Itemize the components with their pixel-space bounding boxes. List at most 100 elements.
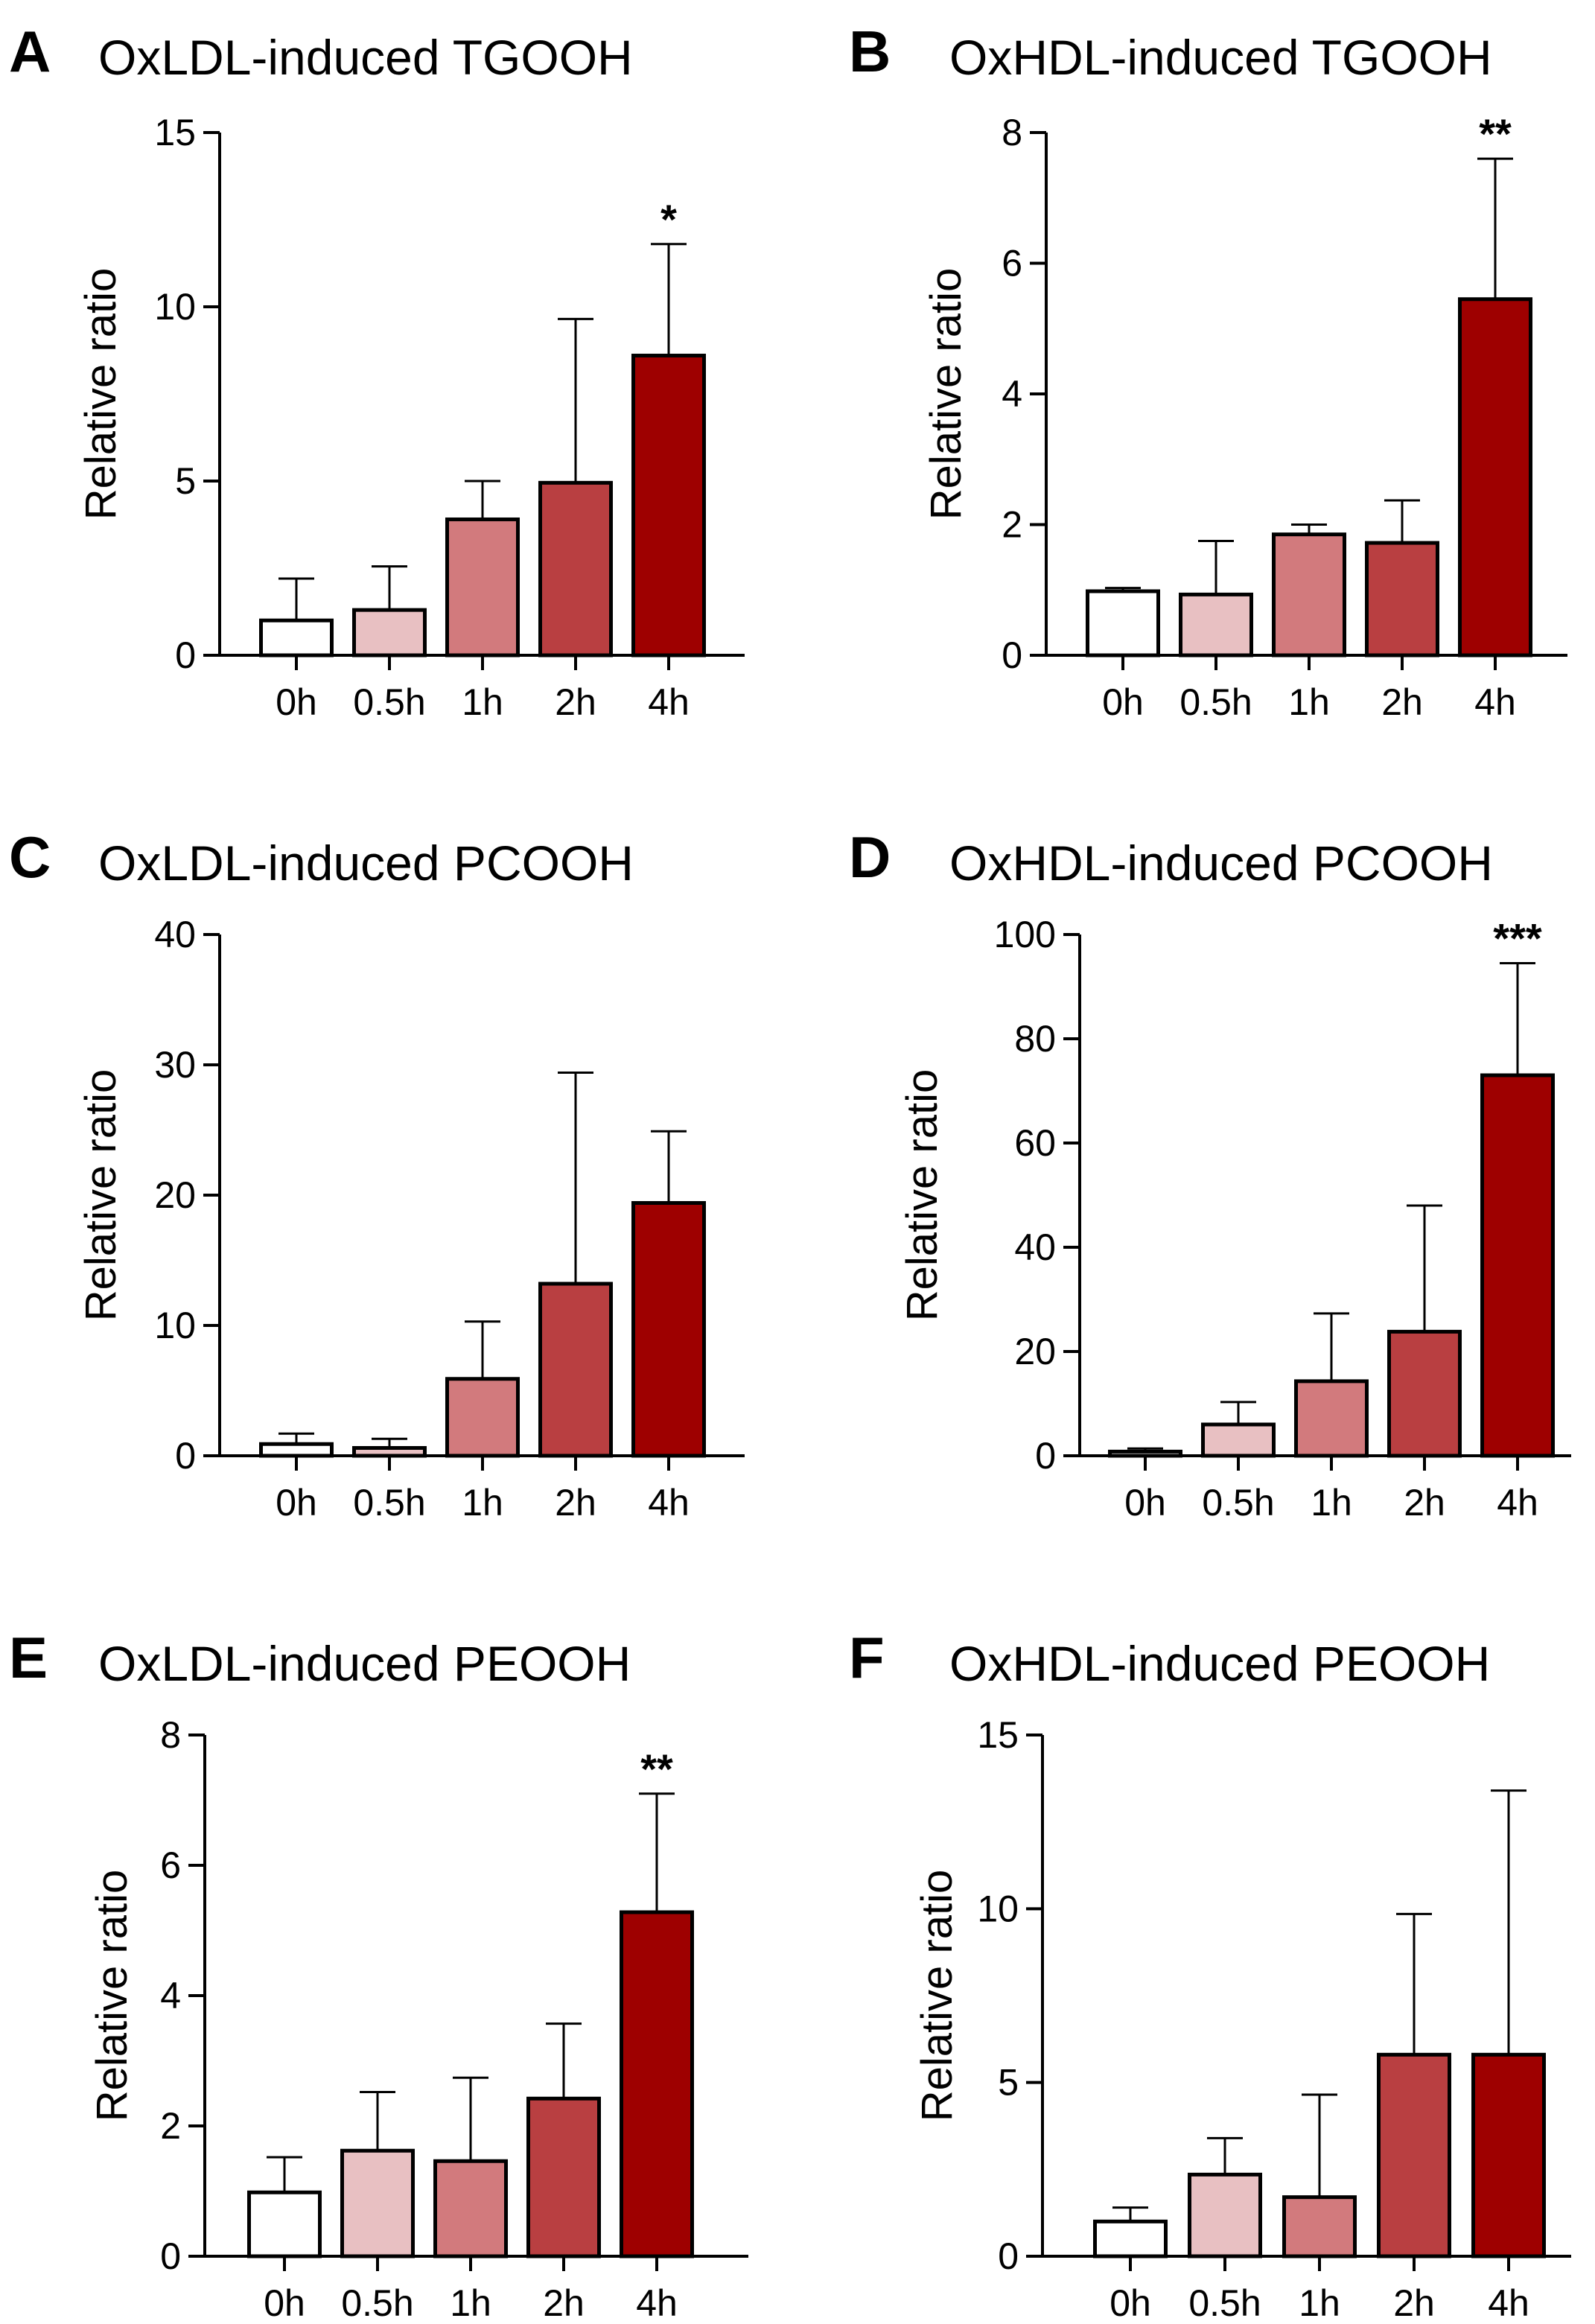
y-tick-label: 10 [154,1305,196,1346]
bar-4h [631,1201,706,1458]
panel-title: OxHDL-induced PEOOH [949,1636,1490,1691]
bar-0.5h [352,608,427,658]
y-tick-label: 0 [998,2235,1019,2277]
panel-letter: C [9,824,51,890]
y-tick-label: 15 [154,112,196,153]
y-tick-label: 0 [1035,1435,1056,1477]
bar-2h [538,1282,613,1458]
panel-title: OxLDL-induced PEOOH [98,1636,631,1691]
bar-0.5h [1179,592,1253,658]
x-tick-label: 1h [1288,681,1330,723]
y-tick-label: 40 [1014,1226,1056,1268]
bar-0.5h [352,1446,427,1458]
x-tick-label: 4h [648,1482,690,1524]
x-tick-label: 4h [648,681,690,723]
panel-letter: D [849,824,891,890]
y-tick-label: 5 [998,2062,1019,2104]
x-tick-label: 0h [264,2282,305,2324]
x-tick-label: 2h [543,2282,585,2324]
y-tick-label: 0 [1002,634,1022,676]
x-tick-label: 4h [1497,1482,1538,1524]
x-tick-label: 0.5h [1202,1482,1274,1524]
x-tick-label: 1h [450,2282,491,2324]
y-tick-label: 100 [994,914,1056,955]
x-tick-label: 0h [276,681,317,723]
significance-marker: ** [640,1745,673,1792]
significance-marker: * [660,196,677,243]
x-tick-label: 2h [1381,681,1423,723]
x-tick-label: 2h [555,681,596,723]
y-tick-label: 60 [1014,1122,1056,1164]
bar-4h [1458,297,1532,658]
y-tick-label: 6 [160,1844,181,1886]
bar-4h [631,354,706,658]
bar-1h [1282,2195,1357,2258]
y-axis-label: Relative ratio [88,1870,136,2121]
bar-0.5h [340,2148,415,2258]
x-tick-label: 2h [1393,2282,1435,2324]
bar-2h [538,480,613,658]
significance-marker: ** [1479,110,1512,157]
bar-4h [1480,1073,1555,1458]
y-tick-label: 0 [160,2235,181,2277]
y-tick-label: 8 [160,1714,181,1756]
y-tick-label: 80 [1014,1018,1056,1060]
y-tick-label: 0 [175,634,196,676]
y-axis-label: Relative ratio [913,1870,961,2121]
y-tick-label: 40 [154,914,196,955]
x-tick-label: 0.5h [1179,681,1252,723]
x-tick-label: 0.5h [1188,2282,1261,2324]
panel-a: A OxLDL-induced TGOOH Relative ratio 0 5 10 15… [9,19,745,723]
y-tick-label: 15 [977,1714,1019,1756]
x-tick-label: 2h [1404,1482,1445,1524]
bar-1h [445,1377,520,1458]
x-tick-label: 0.5h [353,1482,425,1524]
y-tick-label: 4 [160,1975,181,2016]
bar-0h [1108,1449,1182,1458]
y-tick-label: 0 [175,1435,196,1477]
panel-letter: F [849,1625,885,1690]
bar-0.5h [1201,1422,1276,1458]
bar-1h [1272,532,1346,658]
x-tick-label: 2h [555,1482,596,1524]
x-tick-label: 1h [1299,2282,1340,2324]
y-axis-label: Relative ratio [898,1069,946,1321]
y-tick-label: 30 [154,1044,196,1086]
bar-0h [259,1442,334,1458]
x-tick-label: 0.5h [341,2282,413,2324]
y-tick-label: 2 [1002,504,1022,546]
bar-0.5h [1188,2172,1262,2258]
bar-4h [1471,2052,1546,2258]
panel-e: E OxLDL-induced PEOOH Relative ratio 0 2 4 6 8 0… [9,1625,748,2324]
x-tick-label: 1h [1311,1482,1352,1524]
y-tick-label: 6 [1002,243,1022,284]
x-tick-label: 1h [462,1482,503,1524]
panel-letter: A [9,19,51,84]
bar-4h [620,1910,694,2258]
bar-2h [1387,1329,1462,1458]
panel-title: OxLDL-induced PCOOH [98,835,634,891]
y-tick-label: 8 [1002,112,1022,153]
significance-marker: *** [1493,915,1542,962]
bar-1h [1294,1379,1369,1458]
y-axis-label: Relative ratio [77,1069,125,1321]
bar-2h [526,2096,601,2258]
panel-f: F OxHDL-induced PEOOH Relative ratio 0 5 10 15… [849,1625,1571,2324]
x-tick-label: 4h [636,2282,678,2324]
y-tick-label: 20 [1014,1331,1056,1372]
y-tick-label: 10 [977,1888,1019,1929]
bar-1h [433,2159,508,2258]
panel-b: B OxHDL-induced TGOOH Relative ratio 0 2 4 6 8 0… [849,19,1567,723]
x-tick-label: 0h [1102,681,1144,723]
panel-title: OxHDL-induced TGOOH [949,30,1492,85]
bar-0h [259,618,334,658]
x-tick-label: 1h [462,681,503,723]
y-tick-label: 2 [160,2105,181,2147]
panel-letter: E [9,1625,48,1690]
x-tick-label: 0h [1124,1482,1166,1524]
y-axis-label: Relative ratio [922,268,970,520]
y-tick-label: 20 [154,1174,196,1216]
bar-2h [1377,2052,1451,2258]
panel-letter: B [849,19,891,84]
x-tick-label: 0.5h [353,681,425,723]
